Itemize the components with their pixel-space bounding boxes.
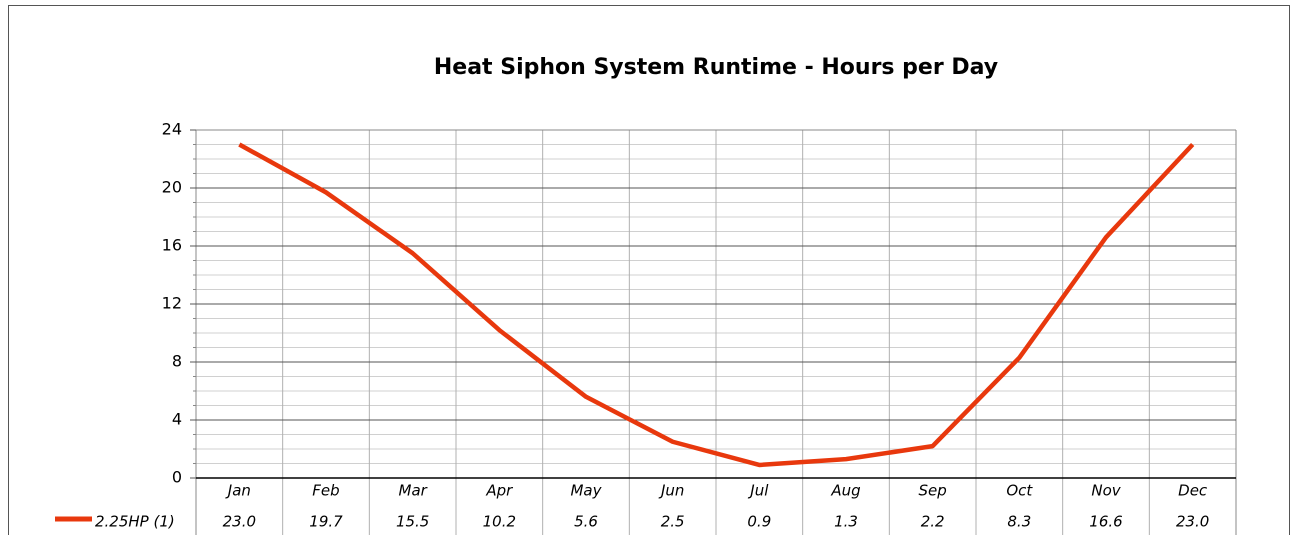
legend-label: 2.25HP (1) xyxy=(95,513,175,531)
chart-border xyxy=(8,5,1290,535)
value-label: 15.5 xyxy=(396,513,429,531)
x-tick-label: Apr xyxy=(485,482,513,500)
y-tick-label: 20 xyxy=(162,178,182,197)
y-tick-label: 12 xyxy=(162,294,182,313)
value-label: 2.2 xyxy=(921,513,945,531)
y-tick-label: 24 xyxy=(162,120,182,139)
x-tick-label: Sep xyxy=(919,482,947,500)
value-label: 0.9 xyxy=(747,513,771,531)
x-tick-label: Dec xyxy=(1178,482,1208,500)
x-tick-label: Feb xyxy=(312,482,339,500)
chart-title: Heat Siphon System Runtime - Hours per D… xyxy=(434,55,998,80)
x-tick-label: May xyxy=(570,482,602,500)
value-label: 10.2 xyxy=(483,513,516,531)
x-tick-label: Aug xyxy=(830,482,860,500)
value-label: 16.6 xyxy=(1089,513,1122,531)
y-tick-label: 16 xyxy=(162,236,182,255)
x-tick-label: Jun xyxy=(658,482,684,500)
y-tick-label: 0 xyxy=(172,468,182,487)
x-tick-label: Jan xyxy=(225,482,251,500)
x-tick-label: Jul xyxy=(747,482,769,500)
value-label: 19.7 xyxy=(309,513,343,531)
x-tick-label: Mar xyxy=(399,482,428,500)
value-label: 8.3 xyxy=(1007,513,1031,531)
y-tick-label: 8 xyxy=(172,352,182,371)
value-label: 5.6 xyxy=(574,513,598,531)
line-series xyxy=(238,142,1195,468)
value-label: 2.5 xyxy=(661,513,685,531)
x-tick-label: Nov xyxy=(1091,482,1121,500)
y-tick-label: 4 xyxy=(172,410,182,429)
value-label: 23.0 xyxy=(1176,513,1209,531)
value-label: 1.3 xyxy=(834,513,858,531)
x-tick-label: Oct xyxy=(1006,482,1033,500)
value-label: 23.0 xyxy=(223,513,256,531)
